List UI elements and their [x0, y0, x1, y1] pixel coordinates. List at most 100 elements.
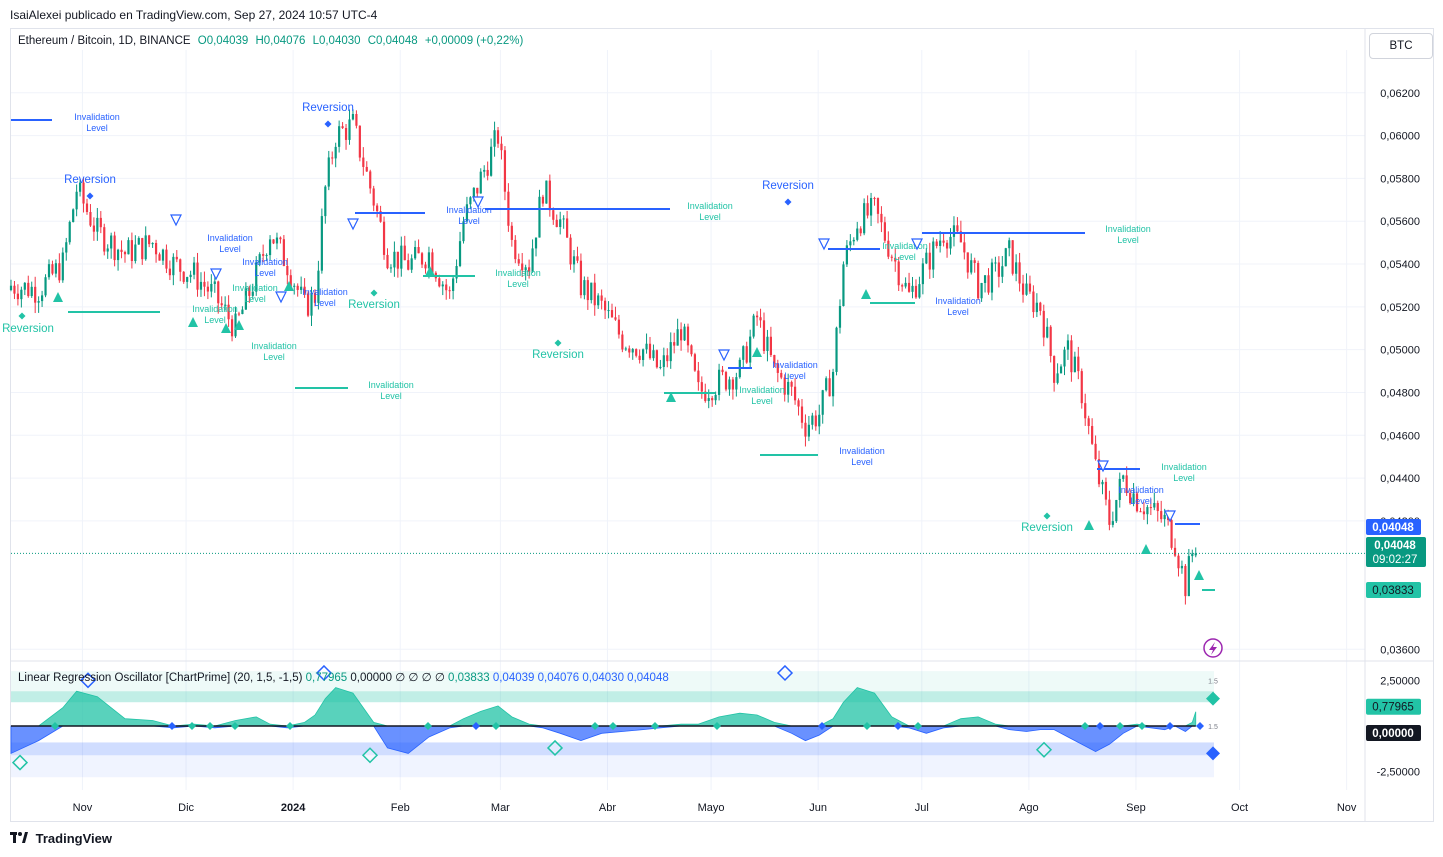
candle-body — [82, 182, 85, 204]
candle-body — [141, 238, 144, 260]
lower-band — [11, 742, 1214, 756]
candle-body — [306, 293, 310, 316]
osc-empties: ∅ ∅ ∅ ∅ — [395, 672, 445, 684]
osc-cross-icon — [492, 722, 500, 730]
candle-body — [358, 125, 361, 158]
candle-body — [804, 422, 807, 437]
candle-body — [942, 240, 945, 243]
osc-upper-marker-icon — [1206, 691, 1220, 706]
chart-frame[interactable] — [10, 28, 1434, 822]
buy-signal-icon — [1194, 570, 1204, 580]
osc-value-5: 0,04076 — [537, 672, 580, 684]
buy-signal-icon — [1141, 544, 1151, 554]
candle-body — [1187, 556, 1190, 597]
candle-body — [1084, 403, 1087, 419]
price-tick-label: 0,04400 — [1380, 473, 1420, 485]
candle-body — [949, 236, 952, 249]
price-tick-label: 0,05800 — [1380, 173, 1420, 185]
oscillator-name: Linear Regression Oscillator [ChartPrime… — [18, 672, 303, 684]
candle-body — [911, 285, 914, 292]
invalidation-label: Invalidation — [368, 380, 414, 390]
candle-body — [638, 355, 641, 361]
candle-body — [441, 284, 444, 287]
legend-open: O0,04039 — [197, 35, 249, 47]
candle-body — [161, 249, 165, 261]
candle-body — [641, 349, 645, 361]
osc-value-7: 0,04048 — [627, 672, 669, 684]
candle-body — [652, 350, 655, 359]
legend-high: H0,04076 — [255, 35, 306, 47]
candle-body — [472, 187, 475, 198]
candle-body — [869, 198, 873, 216]
oscillator-legend[interactable]: Linear Regression Oscillator [ChartPrime… — [18, 670, 669, 684]
lightning-bolt-icon — [1209, 642, 1217, 655]
candle-body — [172, 256, 175, 276]
candle-body — [448, 290, 451, 292]
candle-body — [952, 225, 956, 237]
candle-body — [807, 424, 810, 437]
sell-signal-icon — [818, 238, 830, 251]
candle-body — [686, 326, 690, 346]
buy-signal-icon — [234, 320, 244, 330]
osc-value-2: 0,00000 — [350, 672, 392, 684]
sell-signal-icon — [170, 214, 182, 227]
candle-body — [30, 286, 33, 297]
candle-body — [224, 304, 227, 306]
invalidation-label: Level — [784, 371, 806, 381]
candle-body — [773, 355, 776, 364]
candle-body — [16, 293, 20, 300]
buy-signal-icon — [752, 347, 762, 357]
candle-body — [286, 265, 289, 276]
candle-body — [1056, 373, 1059, 383]
footer-brand[interactable]: TradingView — [10, 831, 112, 846]
candle-body — [476, 187, 479, 194]
candle-body — [1028, 283, 1032, 292]
candle-body — [552, 210, 555, 220]
candle-body — [731, 379, 735, 390]
candle-body — [735, 377, 738, 390]
osc-cross-icon — [1166, 722, 1174, 730]
candle-body — [828, 378, 831, 397]
invalidation-label: Invalidation — [251, 341, 297, 351]
candle-body — [300, 286, 303, 290]
osc-cross-icon — [1096, 722, 1104, 730]
invalidation-label: Level — [1117, 235, 1139, 245]
candle-body — [545, 180, 548, 204]
osc-lower-marker-icon — [1206, 746, 1220, 761]
price-tick-label: 0,06000 — [1380, 131, 1420, 143]
candle-body — [849, 241, 852, 246]
candle-body — [96, 217, 99, 232]
candle-body — [590, 282, 593, 301]
candle-body — [372, 188, 375, 206]
candle-body — [137, 238, 140, 245]
candle-body — [1177, 555, 1180, 569]
candle-body — [85, 203, 89, 213]
candle-body — [821, 390, 824, 415]
candle-body — [1132, 493, 1135, 504]
invalidation-label: Level — [380, 391, 402, 401]
candle-body — [148, 235, 151, 245]
symbol-legend[interactable]: Ethereum / Bitcoin, 1D, BINANCE O0,04039… — [18, 35, 527, 47]
osc-cross-icon — [51, 722, 59, 730]
candle-body — [9, 285, 13, 291]
top-bar: IsaiAlexei publicado en TradingView.com,… — [0, 0, 1443, 28]
buy-signal-icon — [1084, 520, 1094, 530]
currency-button[interactable]: BTC — [1369, 33, 1433, 59]
candle-body — [1139, 511, 1142, 513]
candle-body — [179, 259, 182, 272]
candle-body — [338, 126, 341, 147]
candle-body — [154, 242, 158, 255]
candle-body — [1163, 514, 1166, 520]
publisher-line: IsaiAlexei publicado en TradingView.com,… — [10, 8, 378, 22]
reversion-label: Reversion — [532, 349, 584, 361]
candle-body — [189, 274, 192, 278]
candle-body — [963, 242, 966, 253]
candle-body — [1063, 349, 1066, 367]
candle-body — [1118, 478, 1121, 501]
candle-body — [679, 329, 683, 341]
candle-body — [103, 227, 106, 252]
candle-body — [382, 221, 386, 255]
candle-body — [541, 196, 545, 204]
invalidation-label: Invalidation — [1118, 485, 1164, 495]
